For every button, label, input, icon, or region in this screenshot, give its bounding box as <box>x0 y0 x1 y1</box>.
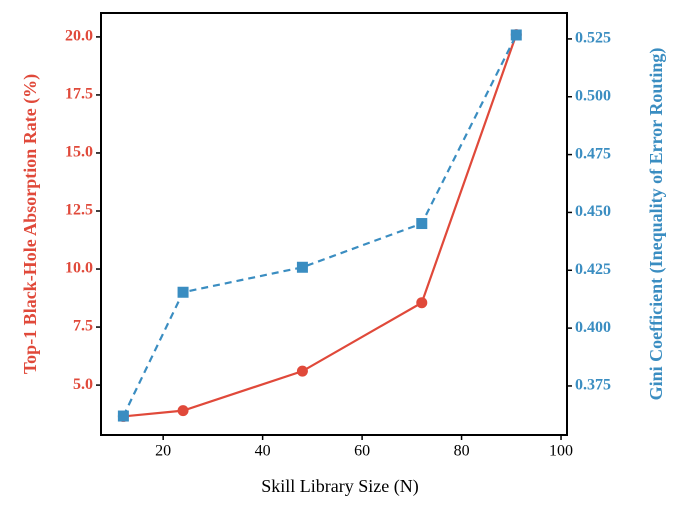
x-axis-label: Skill Library Size (N) <box>261 476 418 497</box>
y-tick-label: 17.5 <box>65 86 93 103</box>
y-tick-label: 20.0 <box>65 28 93 45</box>
y-tick-label: 7.5 <box>73 318 93 335</box>
y2-axis-label: Gini Coefficient (Inequality of Error Ro… <box>646 48 667 401</box>
series-line <box>122 34 518 417</box>
x-tick-label: 80 <box>454 443 470 460</box>
y2-tick-label: 0.525 <box>575 30 611 47</box>
x-tick-label: 20 <box>155 443 171 460</box>
plot-frame <box>100 12 568 436</box>
series-line <box>123 34 518 418</box>
point <box>296 261 308 273</box>
point <box>510 29 522 41</box>
y-tick-label: 12.5 <box>65 202 93 219</box>
y2-tick-label: 0.375 <box>575 377 611 394</box>
y2-tick-label: 0.400 <box>575 319 611 336</box>
y-tick-label: 5.0 <box>73 376 93 393</box>
y2-tick-label: 0.425 <box>575 261 611 278</box>
y-axis-label: Top-1 Black-Hole Absorption Rate (%) <box>20 74 41 374</box>
point <box>177 286 189 298</box>
y2-tick-label: 0.450 <box>575 203 611 220</box>
x-tick-label: 100 <box>549 443 573 460</box>
point <box>416 297 428 309</box>
point <box>117 410 129 422</box>
y2-tick-label: 0.500 <box>575 87 611 104</box>
x-tick-label: 40 <box>255 443 271 460</box>
point <box>296 365 308 377</box>
y2-tick-label: 0.475 <box>575 145 611 162</box>
x-tick-label: 60 <box>354 443 370 460</box>
y-tick-label: 10.0 <box>65 260 93 277</box>
y-tick-label: 15.0 <box>65 144 93 161</box>
point <box>177 405 189 417</box>
point <box>416 218 428 230</box>
